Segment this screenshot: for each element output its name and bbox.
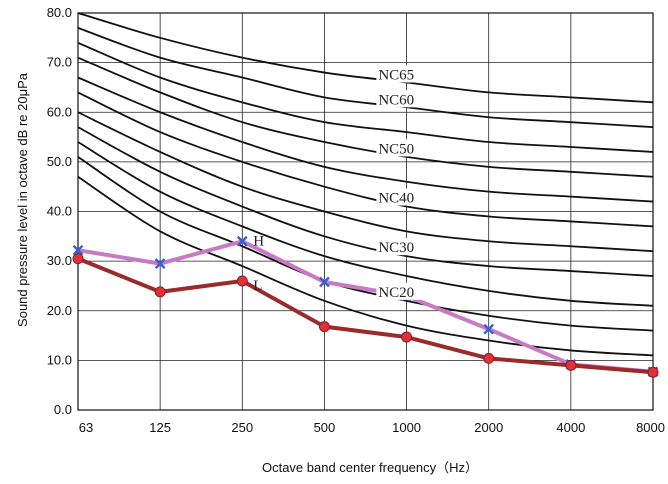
y-tick-label: 20.0 <box>47 303 72 318</box>
series-marker-l <box>154 286 166 298</box>
nc-label-bg <box>376 139 423 157</box>
nc-label-bg <box>376 90 423 108</box>
nc-curve-nc60 <box>77 27 654 129</box>
x-tick-label: 250 <box>231 420 253 435</box>
nc-curve-nc50 <box>77 56 654 178</box>
series-marker-h <box>236 235 248 247</box>
marker-stroke <box>483 323 495 335</box>
series-marker-l <box>318 321 330 333</box>
y-tick-label: 70.0 <box>47 55 72 70</box>
series-marker-l <box>72 253 84 265</box>
nc-label-bg <box>376 238 423 256</box>
x-tick-label: 2000 <box>474 420 503 435</box>
series-marker-h <box>483 323 495 335</box>
series-line-h <box>77 239 654 374</box>
y-tick-label: 50.0 <box>47 154 72 169</box>
nc-label-bg <box>376 188 423 206</box>
y-tick-label: 60.0 <box>47 104 72 119</box>
nc-curve-nc30 <box>77 126 654 277</box>
x-tick-label: 500 <box>314 420 336 435</box>
nc-curve-nc65 <box>77 12 654 104</box>
nc-labels: NC65 NC60 NC50 NC40 NC30 NC20 <box>376 65 423 301</box>
x-tick-label: 8000 <box>636 420 665 435</box>
nc-label-nc20: NC20 <box>378 285 414 301</box>
nc-label-nc50: NC50 <box>378 141 414 157</box>
y-tick-label: 40.0 <box>47 204 72 219</box>
nc-label-bg <box>376 65 423 83</box>
nc-curves <box>77 12 654 357</box>
y-axis-title: Sound pressure level in octave dB re 20μ… <box>15 72 30 327</box>
series-marker-l <box>647 366 659 378</box>
nc-curve-nc25 <box>77 141 654 307</box>
x-tick-label: 4000 <box>556 420 585 435</box>
y-tick-label: 80.0 <box>47 5 72 20</box>
nc-curve-nc15 <box>77 176 654 357</box>
marker-stroke <box>319 276 330 288</box>
nc-label-nc40: NC40 <box>378 191 414 207</box>
nc-label-nc60: NC60 <box>378 92 414 108</box>
measured-series: HL <box>72 233 659 378</box>
series-marker-l <box>565 359 577 371</box>
plot-frame <box>77 12 654 411</box>
marker-stroke <box>72 244 84 256</box>
marker-stroke <box>236 235 248 247</box>
series-marker-h <box>154 258 166 269</box>
axis-ticks: 0.0 10.0 20.0 30.0 40.0 50.0 60.0 70.0 80.0 63 125… <box>47 5 665 435</box>
series-label-l: L <box>253 278 262 294</box>
y-tick-label: 0.0 <box>54 402 72 417</box>
nc-label-nc30: NC30 <box>378 240 414 256</box>
nc-label-nc65: NC65 <box>378 67 414 83</box>
y-tick-label: 30.0 <box>47 253 72 268</box>
series-marker-l <box>483 352 495 364</box>
x-tick-label: 63 <box>79 420 93 435</box>
series-marker-h <box>319 276 330 288</box>
nc-curve-nc55 <box>77 41 654 153</box>
y-tick-label: 10.0 <box>47 352 72 367</box>
nc-curve-nc45 <box>77 76 654 203</box>
nc-curve-nc35 <box>77 111 654 253</box>
nc-label-bg <box>376 282 423 300</box>
marker-stroke <box>154 258 166 269</box>
nc-curve-nc40 <box>77 91 654 228</box>
series-line-l <box>77 256 654 375</box>
series-label-h: H <box>253 233 264 249</box>
series-marker-h <box>72 244 84 256</box>
series-marker-l <box>236 275 248 287</box>
series-marker-l <box>401 331 413 343</box>
x-axis-title: Octave band center frequency（Hz） <box>262 460 478 475</box>
x-tick-label: 1000 <box>392 420 421 435</box>
x-tick-label: 125 <box>149 420 171 435</box>
nc-curve-nc20 <box>77 156 654 332</box>
